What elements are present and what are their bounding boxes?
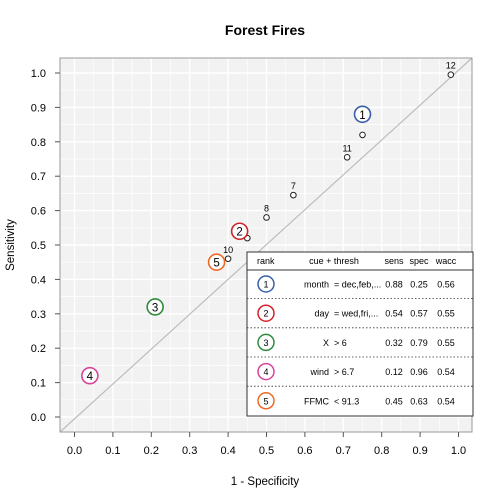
ranked-point-marker — [81, 366, 99, 385]
legend-wacc: 0.54 — [437, 396, 455, 406]
legend-sens: 0.88 — [385, 280, 403, 290]
x-tick-label: 0.8 — [374, 445, 389, 457]
legend-header: sens — [384, 256, 404, 266]
legend-sens: 0.54 — [385, 309, 403, 319]
legend-cue: wind — [309, 367, 329, 377]
x-tick-label: 0.1 — [105, 445, 120, 457]
legend-spec: 0.57 — [410, 309, 428, 319]
ranked-point-marker — [353, 105, 372, 124]
legend-thresh: = dec,feb,... — [334, 280, 381, 290]
chart-title: Forest Fires — [225, 22, 305, 38]
legend-header: spec — [409, 256, 429, 266]
y-tick-label: 0.2 — [31, 343, 46, 355]
legend-rank: 1 — [263, 280, 268, 290]
ranked-point-marker — [146, 298, 164, 316]
y-tick-label: 0.1 — [31, 378, 46, 390]
x-tick-label: 0.2 — [144, 445, 159, 457]
legend-header: rank — [257, 256, 275, 266]
point-marker — [343, 153, 351, 161]
legend-sens: 0.45 — [385, 396, 403, 406]
legend-rank: 5 — [263, 396, 268, 406]
legend-rank-marker — [257, 275, 275, 293]
y-tick-label: 0.5 — [31, 240, 46, 252]
x-tick-label: 0.9 — [412, 445, 427, 457]
legend-spec: 0.63 — [410, 396, 428, 406]
legend-header: wacc — [435, 256, 457, 266]
legend-rank: 2 — [263, 309, 268, 319]
legend-header: cue + thresh — [309, 256, 359, 266]
point-marker — [359, 131, 366, 139]
x-tick-label: 1.0 — [451, 445, 466, 457]
legend-table: rank cue + thresh sens spec wacc 1 month = dec,… — [246, 251, 474, 417]
legend-wacc: 0.55 — [437, 338, 455, 348]
legend-rank-marker — [257, 304, 275, 322]
y-tick-label: 0.9 — [31, 102, 46, 114]
legend-sens: 0.12 — [385, 367, 403, 377]
legend-cue: day — [314, 309, 329, 319]
y-tick-label: 0.4 — [31, 274, 46, 286]
x-axis-label: 1 - Specificity — [231, 476, 300, 488]
legend-sens: 0.32 — [385, 338, 403, 348]
y-axis: 0.0 0.1 0.2 0.3 0.4 0.5 0.6 0.7 0.8 0.9 1.0 — [31, 68, 60, 424]
legend-thresh: < 91.3 — [334, 396, 359, 406]
legend-wacc: 0.55 — [437, 309, 455, 319]
x-tick-label: 0.0 — [67, 445, 82, 457]
x-axis: 0.0 0.1 0.2 0.3 0.4 0.5 0.6 0.7 0.8 0.9 1.0 — [67, 432, 466, 457]
y-tick-label: 0.8 — [31, 137, 46, 149]
legend-spec: 0.79 — [410, 338, 428, 348]
x-tick-label: 0.4 — [220, 445, 235, 457]
legend-wacc: 0.54 — [437, 367, 455, 377]
legend-rank-marker — [257, 333, 275, 352]
point-marker — [290, 191, 297, 199]
legend-rank: 3 — [263, 338, 268, 348]
legend-thresh: > 6.7 — [334, 367, 354, 377]
y-tick-label: 0.7 — [31, 171, 46, 183]
point-label: 12 — [446, 61, 456, 71]
x-tick-label: 0.7 — [336, 445, 351, 457]
legend-cue: FFMC — [304, 396, 329, 406]
ranked-point-label: 4 — [87, 371, 94, 383]
point-marker — [224, 255, 232, 263]
ranked-points: 1 2 3 4 5 — [81, 105, 372, 385]
point-label: 10 — [223, 245, 233, 255]
ranked-point-marker — [207, 253, 226, 272]
x-tick-label: 0.5 — [259, 445, 274, 457]
legend-cue: X — [323, 338, 329, 348]
legend-thresh: = wed,fri,... — [334, 309, 378, 319]
point-label: 11 — [342, 143, 351, 153]
point-label: 8 — [264, 203, 269, 213]
legend-wacc: 0.56 — [437, 280, 455, 290]
point-marker — [447, 71, 455, 79]
y-tick-label: 0.6 — [31, 206, 46, 218]
y-axis-label: Sensitivity — [5, 219, 17, 271]
legend-spec: 0.25 — [410, 280, 428, 290]
ranked-point-label: 2 — [236, 227, 242, 239]
legend-box — [246, 251, 474, 417]
y-tick-label: 0.0 — [31, 412, 46, 424]
ranked-point-marker — [230, 222, 249, 241]
ranked-point-label: 5 — [213, 258, 219, 270]
legend-thresh: > 6 — [334, 338, 347, 348]
point-label: 7 — [291, 181, 296, 191]
x-tick-label: 0.6 — [297, 445, 312, 457]
y-tick-label: 1.0 — [31, 68, 46, 80]
legend-cue: month — [304, 280, 329, 290]
ranked-point-label: 1 — [359, 110, 365, 122]
legend-rank: 4 — [263, 367, 268, 377]
legend-rank-marker — [257, 362, 275, 381]
ranked-point-label: 3 — [152, 302, 158, 314]
legend-rank-marker — [257, 392, 275, 410]
x-tick-label: 0.3 — [182, 445, 197, 457]
point-marker — [263, 214, 270, 221]
legend-spec: 0.96 — [410, 367, 428, 377]
y-tick-label: 0.3 — [31, 309, 46, 321]
diagonal-line — [59, 57, 473, 433]
